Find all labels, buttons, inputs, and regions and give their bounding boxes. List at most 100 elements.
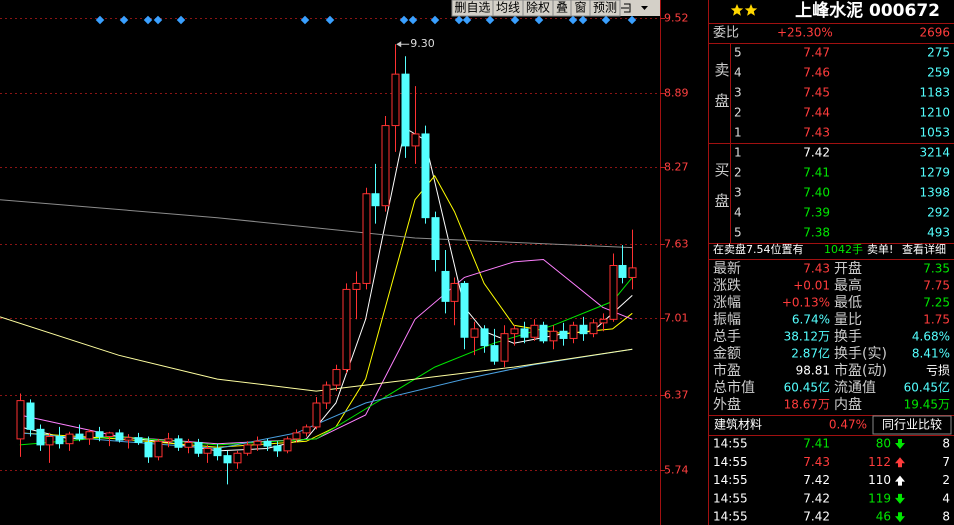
candle-body xyxy=(609,264,618,320)
ma-line xyxy=(0,316,633,392)
stat-value: 38.12万 xyxy=(784,330,830,344)
candle-body xyxy=(134,437,143,443)
trade-arrow xyxy=(895,493,905,504)
candle-body xyxy=(36,428,45,446)
stat-value: 7.75 xyxy=(923,279,950,293)
event-marker[interactable] xyxy=(462,15,472,25)
book-level: 5 xyxy=(734,46,742,60)
candle-body xyxy=(55,436,64,445)
candle-body xyxy=(362,193,371,284)
stat-value: +0.13% xyxy=(782,296,830,310)
toolbar-button-label[interactable]: 窗 xyxy=(574,1,586,15)
book-price: 7.47 xyxy=(803,46,830,60)
event-marker[interactable] xyxy=(454,15,464,25)
book-level: 5 xyxy=(734,226,742,240)
event-marker[interactable] xyxy=(485,15,495,25)
candle-body xyxy=(283,438,292,452)
stat-label: 金额 xyxy=(713,346,741,362)
book-level: 1 xyxy=(734,126,742,140)
book-volume: 3214 xyxy=(919,146,950,160)
book-price: 7.45 xyxy=(803,86,830,100)
event-marker[interactable] xyxy=(408,15,418,25)
candle-body xyxy=(559,330,568,339)
trade-time: 14:55 xyxy=(713,455,748,469)
book-level: 4 xyxy=(734,206,742,220)
candle-body xyxy=(233,452,242,464)
stat-value: 7.43 xyxy=(803,262,830,276)
stat-label: 总市值 xyxy=(713,379,755,396)
candle-body xyxy=(618,264,627,278)
trade-price: 7.43 xyxy=(803,455,830,469)
stat-label: 市盈(动) xyxy=(834,362,887,379)
candle-body xyxy=(342,288,351,371)
candle-body xyxy=(95,431,104,438)
book-volume: 1398 xyxy=(919,186,950,200)
trade-volume: 46 xyxy=(876,510,891,524)
candle-body xyxy=(213,447,222,457)
notice-link[interactable]: 查看详细 xyxy=(902,242,946,256)
event-marker[interactable] xyxy=(399,15,409,25)
trade-count: 8 xyxy=(942,510,950,524)
event-marker[interactable] xyxy=(325,15,335,25)
stat-value: 2.87亿 xyxy=(791,346,830,361)
toolbar-button-label[interactable]: 除权 xyxy=(526,0,550,15)
toolbar-button-label[interactable]: 叠 xyxy=(556,1,568,15)
y-tick-label: 6.37 xyxy=(664,389,689,402)
y-tick-label: 5.74 xyxy=(664,464,689,477)
compare-button-label[interactable]: 同行业比较 xyxy=(882,417,942,432)
stat-value: 18.67万 xyxy=(784,398,830,412)
candle-body xyxy=(65,433,74,445)
book-level: 2 xyxy=(734,166,742,180)
event-marker[interactable] xyxy=(300,15,310,25)
book-level: 1 xyxy=(734,146,742,160)
toolbar-button-label[interactable]: 预测 xyxy=(593,1,617,15)
candle-body xyxy=(539,324,548,342)
candle-body xyxy=(431,217,440,261)
book-price: 7.44 xyxy=(803,106,830,120)
star-icon xyxy=(744,4,758,16)
candle-body xyxy=(470,328,479,338)
candle-body xyxy=(26,402,35,430)
stat-value: 1.75 xyxy=(923,313,950,327)
toolbar-button-label[interactable]: 均线 xyxy=(496,1,520,15)
book-volume: 1210 xyxy=(919,106,950,120)
book-volume: 493 xyxy=(927,226,950,240)
toolbar-icon[interactable] xyxy=(621,3,631,13)
trade-count: 2 xyxy=(942,473,950,487)
candle-body xyxy=(85,431,94,440)
toolbar-button[interactable] xyxy=(589,0,621,17)
trade-price: 7.42 xyxy=(803,491,830,505)
compare-button[interactable] xyxy=(872,415,952,435)
candle-body xyxy=(322,384,331,404)
event-marker[interactable] xyxy=(430,15,440,25)
annotation-label: 9.30 xyxy=(410,37,435,50)
buy-label: 买盘 xyxy=(713,162,731,224)
industry-name: 建筑材料 xyxy=(714,417,762,432)
trade-arrow xyxy=(895,475,905,486)
stat-label: 市盈 xyxy=(713,362,741,379)
candle-body xyxy=(332,369,341,386)
book-price: 7.38 xyxy=(803,226,830,240)
y-tick-label: 9.52 xyxy=(664,12,689,25)
stat-value: 8.41% xyxy=(912,347,950,361)
candle-body xyxy=(144,441,153,458)
candle-body xyxy=(75,433,84,440)
trade-volume: 119 xyxy=(868,491,891,505)
book-volume: 1279 xyxy=(919,166,950,180)
y-tick-label: 8.27 xyxy=(664,161,689,174)
stat-value: 7.35 xyxy=(923,262,950,276)
candle-body xyxy=(569,324,578,339)
stat-value: 4.68% xyxy=(912,330,950,344)
candle-body xyxy=(45,436,54,446)
candle-body xyxy=(124,437,133,441)
trade-volume: 80 xyxy=(876,437,891,451)
industry-change: 0.47% xyxy=(829,418,867,432)
stat-value: 亏损 xyxy=(926,364,950,378)
toolbar-button-label[interactable]: 删自选 xyxy=(454,1,490,15)
notice-text: 在卖盘7.54位置有 xyxy=(713,242,804,256)
book-price: 7.42 xyxy=(803,146,830,160)
book-level: 3 xyxy=(734,186,742,200)
stat-label: 涨跌 xyxy=(713,278,741,294)
candle-body xyxy=(302,426,311,434)
toolbar-dropdown[interactable] xyxy=(641,6,648,10)
